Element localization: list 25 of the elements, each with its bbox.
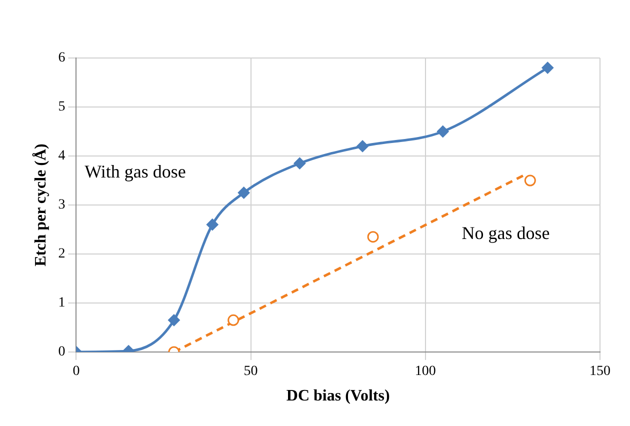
- point: [436, 126, 449, 138]
- y-tick-label: 0: [58, 344, 66, 360]
- y-tick-label: 3: [58, 198, 66, 213]
- y-tick-label: 5: [58, 100, 66, 115]
- x-tick-label: 50: [244, 364, 258, 380]
- point: [228, 314, 240, 326]
- point: [294, 157, 306, 170]
- point: [356, 140, 369, 152]
- y-axis-title: Etch per cycle (Å): [32, 144, 50, 266]
- point: [168, 314, 180, 326]
- x-axis-title: DC bias (Volts): [286, 388, 390, 405]
- x-tick-label: 0: [72, 364, 80, 380]
- text: No gas dose: [462, 223, 550, 244]
- point: [542, 62, 554, 74]
- y-tick-label: 6: [58, 50, 66, 66]
- point: [524, 174, 536, 186]
- point: [367, 231, 379, 243]
- x-tick-label: 100: [414, 364, 436, 380]
- text: With gas dose: [84, 161, 186, 182]
- x-tick-label: 150: [590, 364, 610, 380]
- y-tick-label: 2: [58, 246, 66, 262]
- point: [238, 186, 250, 199]
- y-tick-label: 1: [58, 296, 66, 311]
- y-tick-label: 4: [58, 148, 66, 164]
- point: [206, 218, 218, 231]
